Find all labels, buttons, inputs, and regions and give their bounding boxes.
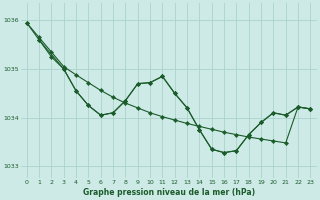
X-axis label: Graphe pression niveau de la mer (hPa): Graphe pression niveau de la mer (hPa) <box>83 188 255 197</box>
